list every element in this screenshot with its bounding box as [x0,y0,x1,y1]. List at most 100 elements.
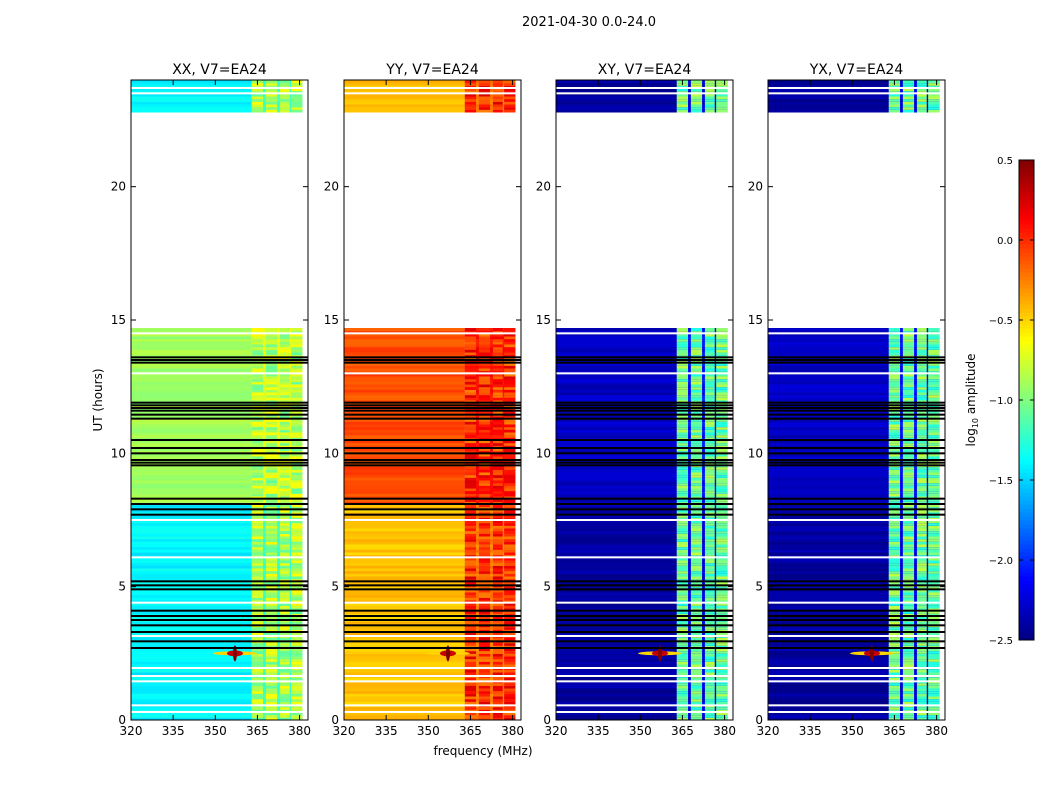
heatmap-cell [131,706,252,710]
colorbar-cell [1019,264,1034,269]
flag-black-line [131,508,308,511]
heatmap-cell [902,424,915,428]
heatmap-cell [916,586,927,590]
heatmap-cell [504,517,516,521]
heatmap-cell [690,656,703,660]
heatmap-cell [492,106,503,110]
heatmap-cell [291,544,303,548]
heatmap-cell [478,570,491,574]
heatmap-cell [344,338,465,342]
heatmap-cell [344,466,465,470]
heatmap-cell [690,397,703,401]
colorbar-cell [1019,248,1034,253]
heatmap-cell [928,437,940,441]
heatmap-cell [556,653,677,657]
heatmap-cell [690,544,703,548]
heatmap-cell [916,509,927,513]
heatmap-cell [291,602,303,606]
flag-black-line [556,503,733,505]
heatmap-cell [279,544,290,548]
heatmap-cell [716,450,728,454]
heatmap-cell [344,386,465,390]
heatmap-cell [478,557,491,561]
heatmap-cell [902,544,915,548]
heatmap-cell [344,474,465,478]
heatmap-cell [888,85,901,89]
heatmap-cell [265,498,278,502]
heatmap-cell [556,98,677,102]
heatmap-cell [916,648,927,652]
heatmap-cell [716,605,728,609]
heatmap-cell [291,661,303,665]
heatmap-cell [291,82,303,86]
heatmap-cell [279,424,290,428]
heatmap-cell [690,514,703,518]
heatmap-cell [265,552,278,556]
heatmap-cell [251,381,264,385]
heatmap-cell [251,602,264,606]
heatmap-cell [251,533,264,537]
heatmap-cell [279,397,290,401]
heatmap-cell [768,386,889,390]
heatmap-cell [492,533,503,537]
heatmap-cell [464,525,477,529]
flag-black-line [344,439,521,441]
heatmap-cell [928,605,940,609]
heatmap-cell [279,453,290,457]
heatmap-cell [704,426,715,430]
heatmap-cell [251,328,264,332]
colorbar-cell [1019,232,1034,237]
heatmap-cell [344,568,465,572]
heatmap-cell [690,330,703,334]
heatmap-cell [716,544,728,548]
heatmap-cell [279,536,290,540]
heatmap-cell [344,106,465,110]
heatmap-cell [556,506,677,510]
heatmap-cell [279,688,290,692]
heatmap-cell [704,698,715,702]
heatmap-cell [478,616,491,620]
heatmap-cell [464,453,477,457]
y-tick-label: 5 [118,580,126,594]
heatmap-cell [928,661,940,665]
heatmap-cell [131,682,252,686]
heatmap-cell [916,626,927,630]
heatmap-cell [131,474,252,478]
heatmap-cell [768,453,889,457]
heatmap-cell [716,581,728,585]
heatmap-cell [251,576,264,580]
heatmap-cell [131,573,252,577]
heatmap-cell [690,498,703,502]
heatmap-cell [916,709,927,713]
heatmap-cell [556,384,677,388]
heatmap-cell [265,549,278,553]
heatmap-cell [928,594,940,598]
heatmap-cell [131,362,252,366]
heatmap-cell [265,578,278,582]
colorbar-cell [1019,272,1034,277]
heatmap-cell [464,632,477,636]
heatmap-cell [916,629,927,633]
heatmap-cell [916,501,927,505]
heatmap-cell [716,562,728,566]
heatmap-cell [716,445,728,449]
heatmap-cell [492,565,503,569]
heatmap-cell [928,445,940,449]
heatmap-cell [279,482,290,486]
heatmap-cell [478,562,491,566]
heatmap-cell [131,434,252,438]
heatmap-cell [492,98,503,102]
heatmap-cell [716,346,728,350]
heatmap-cell [704,504,715,508]
heatmap-cell [478,506,491,510]
heatmap-cell [916,432,927,436]
colorbar-tick-label: 0.0 [997,236,1013,247]
heatmap-cell [690,402,703,406]
heatmap-cell [131,562,252,566]
heatmap-cell [279,712,290,716]
heatmap-cell [344,416,465,420]
heatmap-cell [928,434,940,438]
heatmap-cell [716,536,728,540]
heatmap-cell [279,434,290,438]
heatmap-cell [556,445,677,449]
